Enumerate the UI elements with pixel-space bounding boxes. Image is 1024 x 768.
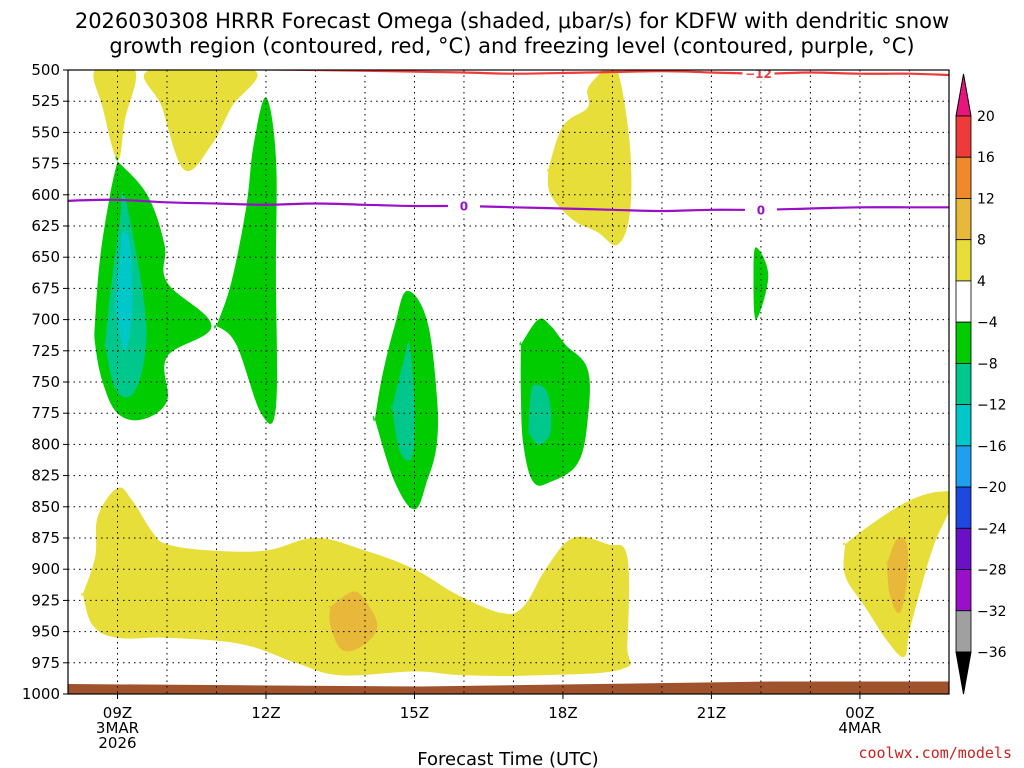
y-tick-label-650: 650: [31, 248, 60, 266]
colorbar-tick-0: 20: [977, 109, 995, 125]
colorbar-tick-5: −4: [977, 315, 998, 331]
contour-label-1: 0: [460, 200, 468, 214]
omega-region-10-upward-motion: [527, 384, 552, 445]
y-tick-label-500: 500: [31, 61, 60, 79]
colorbar-swatch-10: [955, 527, 972, 570]
y-tick-label-975: 975: [31, 654, 60, 672]
x-tick-label-0-1: 3MAR: [96, 719, 139, 737]
x-tick-label-0-0: 09Z: [103, 704, 132, 722]
omega-region-7-upward-motion: [753, 247, 769, 320]
y-tick-label-700: 700: [31, 311, 60, 329]
omega-region-13-rising-sinking: [328, 591, 378, 652]
terrain-fill: [68, 681, 949, 694]
omega-region-9-upward-motion: [390, 341, 415, 461]
contour-freezing-level: [68, 198, 949, 213]
colorbar-tick-3: 8: [977, 233, 986, 249]
omega-region-12-rising-sinking: [81, 487, 631, 676]
colorbar-bottom-arrow: [955, 651, 972, 695]
colorbar-swatch-3: [955, 239, 972, 282]
colorbar-swatch-6: [955, 362, 972, 406]
colorbar-swatch-8: [955, 445, 972, 488]
colorbar-tick-7: −12: [977, 398, 1007, 414]
colorbar-swatch-2: [955, 198, 972, 241]
colorbar-swatch-5: [955, 321, 972, 364]
colorbar-top-arrow: [955, 73, 972, 117]
y-tick-label-825: 825: [31, 467, 60, 485]
colorbar-swatch-0: [955, 115, 972, 158]
x-tick-label-1-0: 12Z: [251, 704, 280, 722]
y-tick-label-850: 850: [31, 498, 60, 516]
omega-region-0-rising-sinking: [93, 70, 137, 160]
y-tick-label-550: 550: [31, 123, 60, 141]
x-axis-label: Forecast Time (UTC): [417, 749, 598, 768]
y-tick-label-525: 525: [31, 92, 60, 110]
credit-link[interactable]: coolwx.com/models: [858, 744, 1012, 762]
y-tick-label-950: 950: [31, 623, 60, 641]
colorbar-swatch-4: [955, 280, 972, 323]
x-tick-label-3-0: 18Z: [548, 704, 577, 722]
y-tick-label-775: 775: [31, 404, 60, 422]
y-tick-label-575: 575: [31, 155, 60, 173]
colorbar-swatch-1: [955, 156, 972, 199]
y-tick-label-600: 600: [31, 186, 60, 204]
colorbar-tick-1: 16: [977, 150, 995, 166]
omega-shading-layer: [81, 70, 949, 676]
chart-title-line-2: growth region (contoured, red, °C) and f…: [109, 34, 914, 58]
y-tick-label-1000: 1000: [22, 685, 60, 703]
colorbar-swatch-12: [955, 610, 972, 653]
x-tick-label-4-0: 21Z: [697, 704, 726, 722]
surface-terrain: [68, 681, 949, 694]
y-tick-label-900: 900: [31, 560, 60, 578]
colorbar-tick-4: 4: [977, 274, 986, 290]
colorbar-swatch-7: [955, 404, 972, 447]
y-axis: 500 525 550 575 600 625 650 675 700 725 750 775 800 8…: [22, 61, 68, 703]
x-tick-label-0-2: 2026: [98, 734, 136, 752]
y-tick-label-925: 925: [31, 591, 60, 609]
chart-title-line-1: 2026030308 HRRR Forecast Omega (shaded, …: [75, 9, 949, 33]
omega-region-4-upward-motion: [214, 97, 278, 424]
y-tick-label-675: 675: [31, 279, 60, 297]
y-tick-label-750: 750: [31, 373, 60, 391]
y-tick-label-725: 725: [31, 342, 60, 360]
colorbar-swatch-9: [955, 486, 972, 529]
contour-label-2: 0: [757, 203, 765, 217]
colorbar-tick-10: −24: [977, 521, 1007, 537]
colorbar-tick-2: 12: [977, 191, 995, 207]
colorbar: 20 16 12 8 4 −4 −8 −12 −16 −20 −24 −28 −32 −36: [955, 73, 1007, 695]
contour-dendritic-snow-growth: [224, 70, 949, 77]
y-tick-label-875: 875: [31, 529, 60, 547]
y-tick-label-625: 625: [31, 217, 60, 235]
contour-label-bg-1: [447, 198, 480, 215]
x-tick-label-5-1: 4MAR: [838, 719, 881, 737]
omega-region-11-upward-motion: [113, 231, 133, 351]
colorbar-tick-9: −20: [977, 480, 1007, 496]
x-tick-label-2-0: 15Z: [400, 704, 429, 722]
x-tick-label-5-0: 00Z: [845, 704, 874, 722]
colorbar-swatch-11: [955, 569, 972, 612]
omega-region-2-rising-sinking: [546, 70, 632, 246]
grid-lines: [67, 70, 949, 694]
temperature-contours: −12 0 0: [68, 67, 949, 218]
colorbar-tick-6: −8: [977, 356, 998, 372]
contour-label-bg-2: [744, 201, 777, 218]
contour-label-bg-0: [742, 70, 775, 82]
omega-region-1-rising-sinking: [143, 70, 258, 172]
colorbar-tick-8: −16: [977, 439, 1007, 455]
colorbar-tick-13: −36: [977, 645, 1007, 661]
contour-label-0: −12: [745, 67, 772, 81]
omega-region-15-rising-sinking: [886, 537, 909, 614]
y-tick-label-800: 800: [31, 435, 60, 453]
colorbar-tick-12: −32: [977, 604, 1007, 620]
colorbar-tick-11: −28: [977, 563, 1007, 579]
